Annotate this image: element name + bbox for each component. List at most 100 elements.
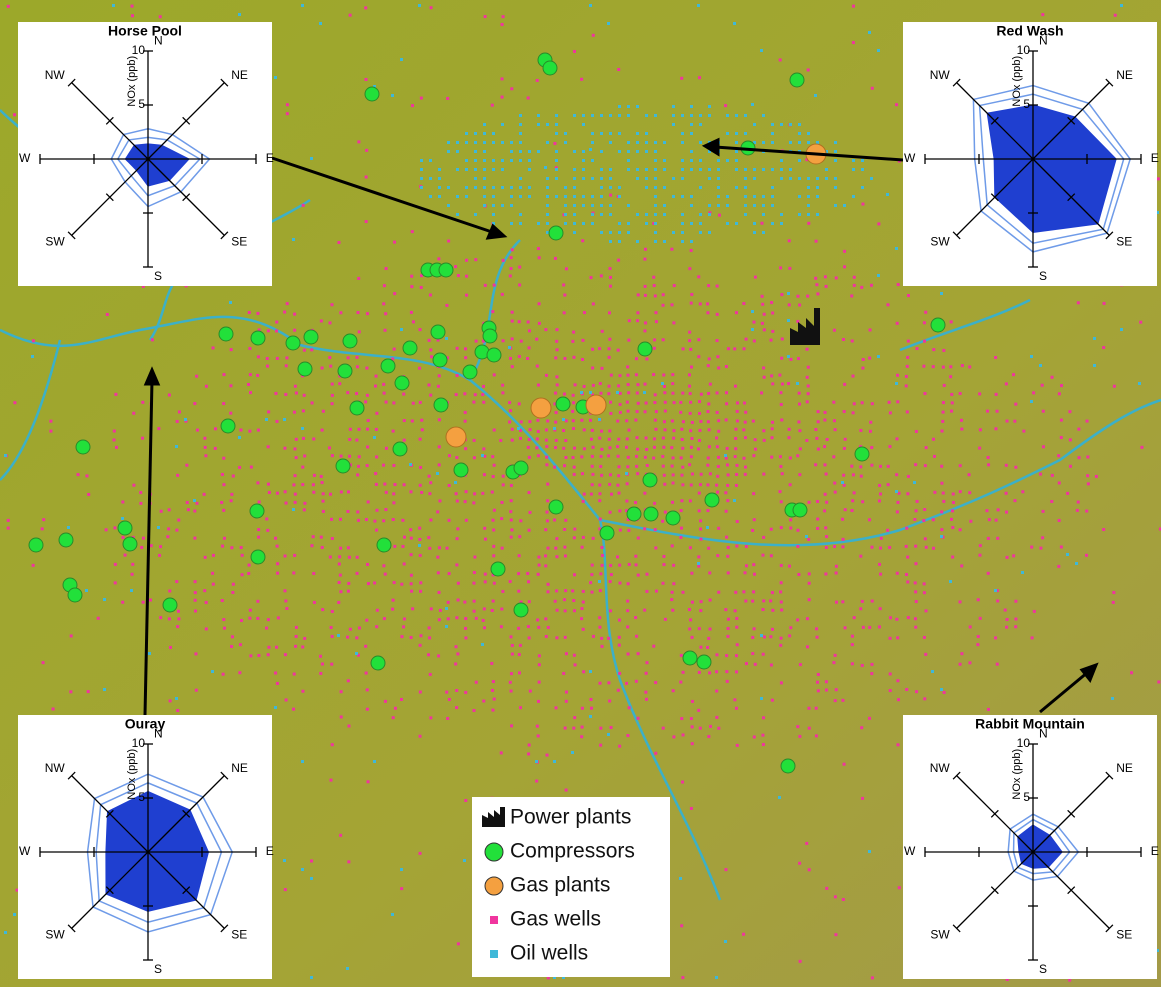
gas-well [626, 401, 629, 404]
gas-well [664, 511, 667, 514]
gas-well [509, 681, 512, 684]
gas-well [436, 556, 439, 559]
gas-well [645, 448, 648, 451]
gas-well [808, 501, 811, 504]
oil-well [735, 159, 738, 162]
gas-well [475, 340, 478, 343]
gas-well [617, 349, 620, 352]
gas-well [501, 391, 504, 394]
gas-well [454, 265, 457, 268]
gas-well [465, 275, 468, 278]
legend-label: Oil wells [510, 942, 588, 965]
gas-well [698, 412, 701, 415]
gas-well [203, 493, 206, 496]
oil-well [690, 105, 693, 108]
gas-well [176, 709, 179, 712]
oil-well [735, 114, 738, 117]
gas-well [312, 572, 315, 575]
direction-label: W [904, 151, 916, 165]
oil-well [798, 177, 801, 180]
gas-well [473, 600, 476, 603]
gas-well [212, 583, 215, 586]
gas-well [914, 463, 917, 466]
oil-well [517, 427, 520, 430]
oil-well [274, 706, 277, 709]
gas-well [77, 473, 80, 476]
gas-well [393, 483, 396, 486]
gas-well [744, 473, 747, 476]
gas-well [347, 590, 350, 593]
gas-well [987, 463, 990, 466]
gas-well [475, 617, 478, 620]
gas-well [861, 367, 864, 370]
gas-well [762, 716, 765, 719]
gas-well [230, 499, 233, 502]
gas-well [349, 628, 352, 631]
gas-well [340, 715, 343, 718]
gas-well [482, 447, 485, 450]
gas-well [842, 538, 845, 541]
gas-well [662, 727, 665, 730]
direction-label: S [1039, 269, 1047, 283]
oil-well [825, 168, 828, 171]
gas-well [358, 428, 361, 431]
gas-well [375, 625, 378, 628]
gas-well [267, 646, 270, 649]
compressor [514, 603, 528, 617]
gas-well [861, 600, 864, 603]
oil-well [528, 195, 531, 198]
gas-well [538, 564, 541, 567]
oil-well [465, 186, 468, 189]
gas-well [816, 527, 819, 530]
gas-well [7, 5, 10, 8]
gas-well [808, 727, 811, 730]
gas-well [760, 391, 763, 394]
gas-well [328, 446, 331, 449]
gas-well [700, 600, 703, 603]
gas-well [248, 564, 251, 567]
gas-well [645, 590, 648, 593]
gas-well [303, 394, 306, 397]
gas-well [780, 581, 783, 584]
gas-well [699, 483, 702, 486]
gas-well [817, 689, 820, 692]
gas-well [923, 508, 926, 511]
gas-well [868, 518, 871, 521]
oil-well [744, 186, 747, 189]
gas-well [581, 358, 584, 361]
gas-well [807, 538, 810, 541]
direction-label: N [1039, 33, 1048, 47]
gas-well [348, 438, 351, 441]
gas-well [763, 313, 766, 316]
gas-well [860, 726, 863, 729]
gas-well [735, 473, 738, 476]
gas-well [321, 366, 324, 369]
gas-well [742, 302, 745, 305]
oil-well [589, 670, 592, 673]
gas-well [582, 628, 585, 631]
gas-well [563, 546, 566, 549]
gas-well [680, 428, 683, 431]
gas-well [716, 355, 719, 358]
compressor [251, 550, 265, 564]
gas-well [501, 501, 504, 504]
gas-well [824, 526, 827, 529]
gas-well [131, 563, 134, 566]
gas-well [445, 691, 448, 694]
gas-well [617, 68, 620, 71]
gas-well [366, 464, 369, 467]
oil-well [645, 168, 648, 171]
oil-well [645, 213, 648, 216]
gas-well [923, 697, 926, 700]
gas-well [807, 222, 810, 225]
gas-well [114, 563, 117, 566]
gas-well [222, 509, 225, 512]
gas-well [924, 464, 927, 467]
gas-well [942, 500, 945, 503]
gas-well [517, 590, 520, 593]
gas-well [502, 475, 505, 478]
gas-well [924, 537, 927, 540]
gas-well [598, 347, 601, 350]
gas-well [357, 519, 360, 522]
gas-well [446, 717, 449, 720]
